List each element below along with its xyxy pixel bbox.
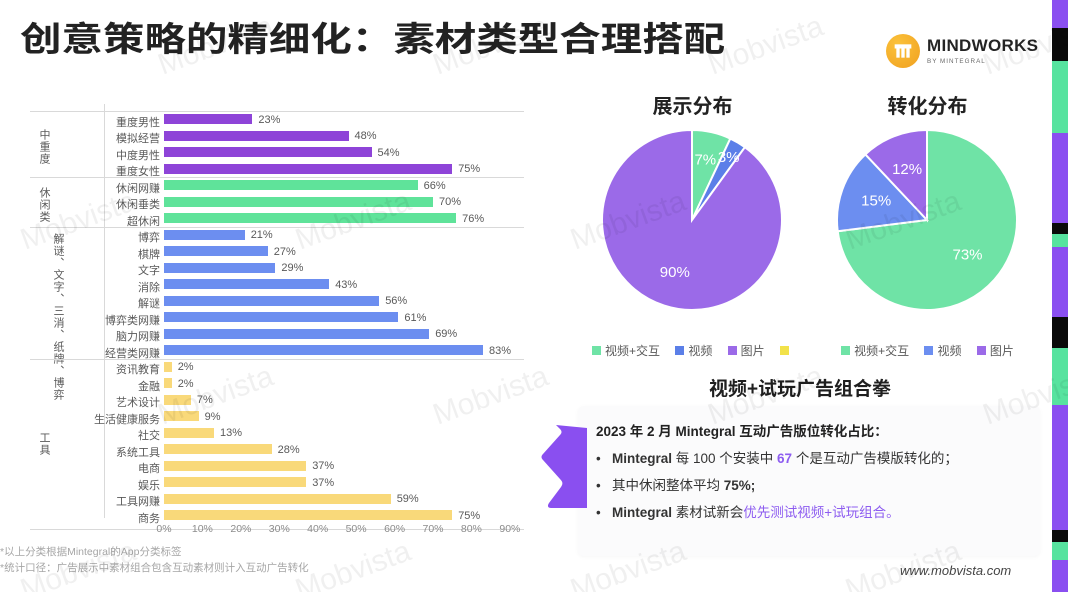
svg-text:12%: 12% bbox=[892, 161, 922, 178]
svg-text:90%: 90% bbox=[660, 264, 690, 281]
svg-text:3%: 3% bbox=[718, 149, 740, 166]
svg-text:73%: 73% bbox=[952, 247, 982, 264]
svg-text:15%: 15% bbox=[861, 193, 891, 210]
svg-text:7%: 7% bbox=[694, 151, 716, 168]
